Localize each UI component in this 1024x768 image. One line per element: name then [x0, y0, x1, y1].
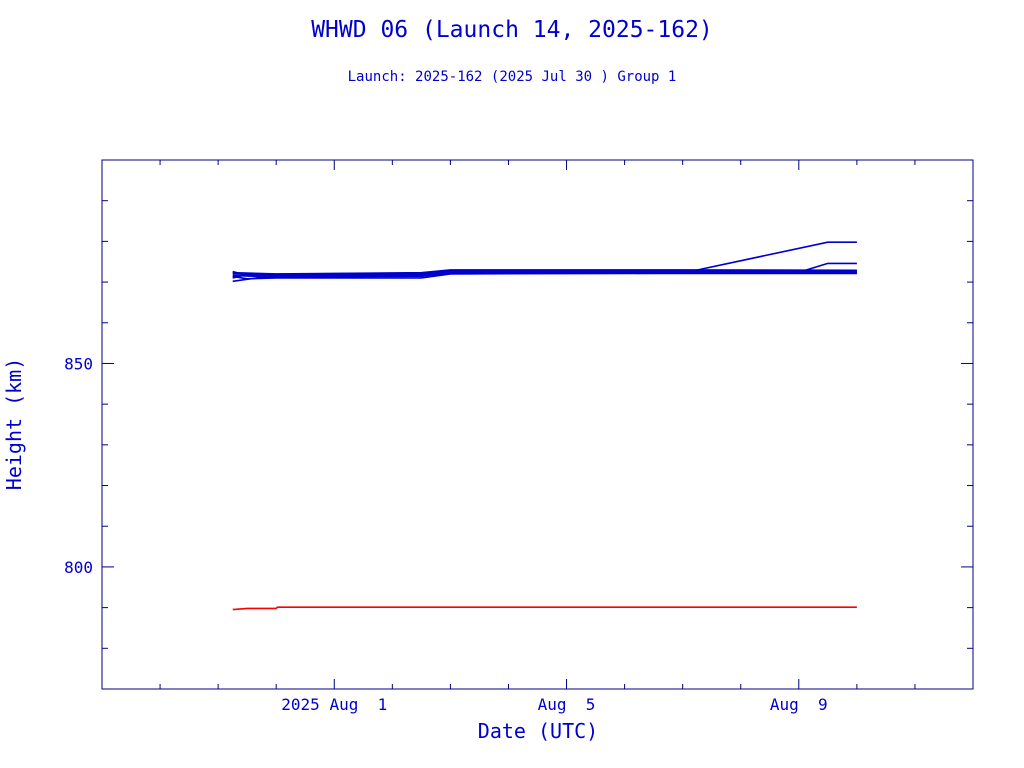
series-line: [232, 269, 857, 275]
chart-subtitle: Launch: 2025-162 (2025 Jul 30 ) Group 1: [348, 69, 677, 85]
y-tick-label: 850: [64, 354, 93, 373]
axis-ticks: [102, 160, 973, 689]
y-axis-tick-labels: 800 850: [64, 354, 93, 576]
series-line: [247, 271, 857, 277]
x-axis-tick-labels: 2025 Aug 1 Aug 5 Aug 9: [281, 695, 827, 714]
series-lines: [232, 241, 857, 611]
x-tick-label: 2025 Aug 1: [281, 695, 387, 714]
x-axis-label: Date (UTC): [478, 719, 598, 743]
chart-title: WHWD 06 (Launch 14, 2025-162): [311, 17, 713, 43]
y-tick-label: 800: [64, 558, 93, 577]
plot-frame: [101, 159, 974, 690]
y-axis-label: Height (km): [2, 358, 26, 490]
series-line: [232, 606, 857, 611]
x-tick-label: Aug 5: [538, 695, 596, 714]
x-tick-label: Aug 9: [770, 695, 828, 714]
